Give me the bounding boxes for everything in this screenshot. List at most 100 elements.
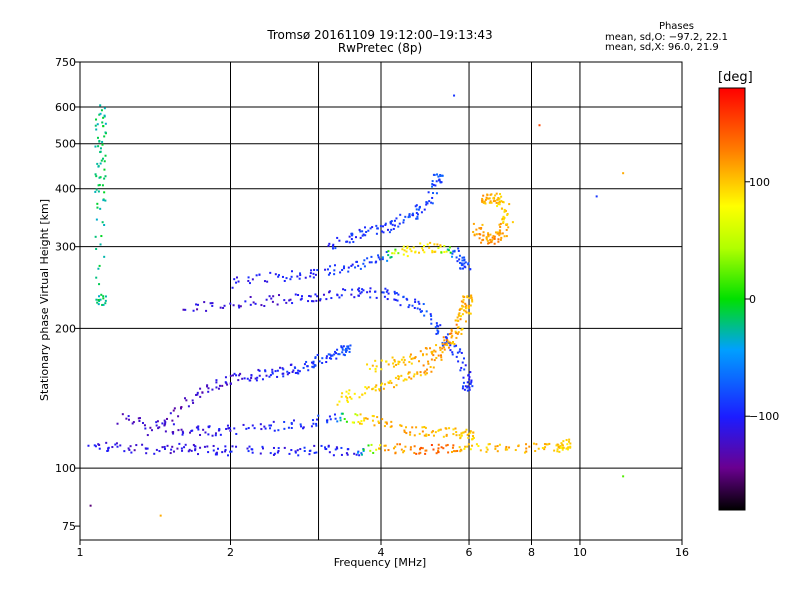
data-point — [390, 255, 393, 258]
data-point — [411, 426, 414, 429]
data-point — [155, 448, 158, 451]
data-point — [420, 310, 423, 313]
data-point — [130, 451, 133, 454]
data-point — [327, 273, 330, 276]
data-point — [424, 449, 427, 452]
data-point — [333, 273, 336, 276]
data-point — [166, 417, 169, 420]
data-point — [445, 433, 448, 436]
data-point — [233, 427, 236, 430]
data-point — [143, 424, 146, 427]
data-point — [358, 422, 361, 425]
data-point — [272, 420, 275, 423]
data-point — [434, 184, 437, 187]
data-point — [392, 365, 395, 368]
data-point — [502, 218, 505, 221]
data-point — [464, 261, 467, 264]
data-point — [369, 296, 372, 299]
data-point — [445, 342, 448, 345]
data-point — [459, 369, 462, 372]
data-point — [96, 202, 99, 205]
data-point — [153, 452, 156, 455]
data-point — [382, 231, 385, 234]
data-point — [94, 190, 97, 193]
data-point — [239, 372, 242, 375]
data-point — [182, 308, 185, 311]
data-point — [181, 430, 184, 433]
data-point — [568, 438, 571, 441]
data-point — [410, 377, 413, 380]
data-point — [269, 427, 272, 430]
data-point — [458, 314, 461, 317]
data-point — [227, 454, 230, 457]
data-point — [453, 250, 456, 253]
data-point — [431, 183, 434, 186]
data-point — [209, 302, 212, 305]
data-point — [557, 445, 560, 448]
colorbar-unit: [deg] — [718, 70, 753, 85]
data-point — [381, 418, 384, 421]
data-point — [443, 251, 446, 254]
y-tick-label: 100 — [55, 462, 76, 475]
data-point — [307, 369, 310, 372]
data-point — [279, 366, 282, 369]
data-point — [266, 280, 269, 283]
data-point — [462, 298, 465, 301]
data-point — [441, 342, 444, 345]
data-point — [434, 250, 437, 253]
data-point — [461, 361, 464, 364]
data-point — [319, 298, 322, 301]
data-point — [298, 370, 301, 373]
data-point — [437, 449, 440, 452]
data-point — [221, 451, 224, 454]
data-point — [405, 250, 408, 253]
data-point — [410, 250, 413, 253]
data-point — [150, 429, 153, 432]
y-tick-label: 500 — [55, 138, 76, 151]
data-point — [566, 448, 569, 451]
data-point — [441, 351, 444, 354]
data-point — [265, 298, 268, 301]
data-point — [169, 412, 172, 415]
data-point — [399, 304, 402, 307]
data-point — [155, 424, 158, 427]
data-point — [406, 298, 409, 301]
data-point — [238, 374, 241, 377]
data-point — [329, 418, 332, 421]
data-point — [145, 452, 148, 455]
data-point — [360, 420, 363, 423]
data-point — [328, 290, 331, 293]
data-point — [503, 208, 506, 211]
data-point — [467, 306, 470, 309]
data-point — [141, 421, 144, 424]
data-point — [431, 180, 434, 183]
data-point — [97, 145, 100, 148]
data-point — [488, 241, 491, 244]
data-point — [537, 447, 540, 450]
data-point — [211, 304, 214, 307]
data-point — [490, 201, 493, 204]
data-point — [450, 329, 453, 332]
data-point — [104, 299, 107, 302]
data-point — [463, 256, 466, 259]
data-point — [504, 448, 507, 451]
data-point — [248, 445, 251, 448]
data-point — [456, 449, 459, 452]
data-point — [460, 366, 463, 369]
data-point — [313, 444, 316, 447]
data-point — [291, 371, 294, 374]
data-point — [475, 228, 478, 231]
data-point — [416, 215, 419, 218]
data-point — [316, 295, 319, 298]
data-point — [283, 427, 286, 430]
data-point — [395, 363, 398, 366]
data-point — [338, 239, 341, 242]
data-points — [87, 94, 625, 517]
data-point — [337, 353, 340, 356]
data-point — [481, 200, 484, 203]
data-point — [485, 236, 488, 239]
data-point — [431, 202, 434, 205]
data-point — [282, 372, 285, 375]
data-point — [237, 379, 240, 382]
data-point — [387, 292, 390, 295]
